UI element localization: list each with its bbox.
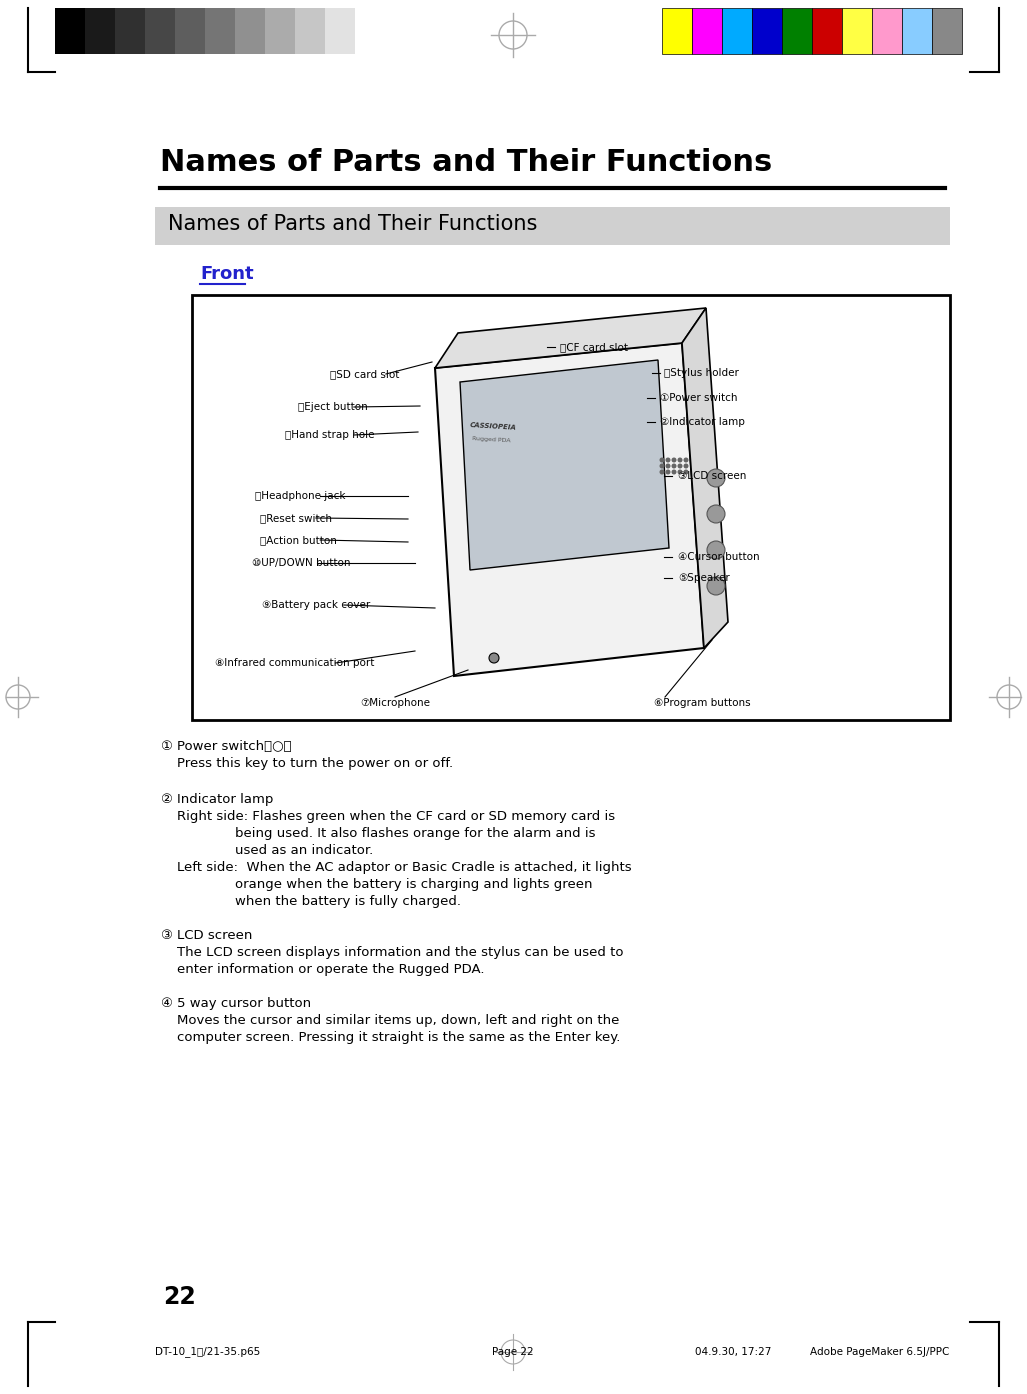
- Bar: [265, 8, 295, 54]
- Text: ⑪Action button: ⑪Action button: [260, 535, 337, 545]
- Text: ⑱Stylus holder: ⑱Stylus holder: [664, 368, 738, 378]
- Text: ④Cursor button: ④Cursor button: [678, 552, 760, 562]
- Text: CASSIOPEIA: CASSIOPEIA: [470, 422, 517, 431]
- Polygon shape: [435, 343, 703, 676]
- Text: ⑦Microphone: ⑦Microphone: [360, 698, 430, 708]
- Bar: [115, 8, 145, 54]
- Bar: [872, 8, 902, 54]
- Text: when the battery is fully charged.: when the battery is fully charged.: [235, 895, 461, 907]
- Circle shape: [684, 470, 688, 474]
- Circle shape: [707, 541, 725, 559]
- Bar: [155, 206, 950, 245]
- Polygon shape: [682, 308, 728, 648]
- Text: Page 22: Page 22: [492, 1347, 534, 1356]
- Bar: [722, 8, 752, 54]
- Text: ④: ④: [160, 997, 172, 1011]
- Circle shape: [673, 459, 676, 461]
- Bar: [812, 8, 842, 54]
- Circle shape: [667, 464, 670, 468]
- Text: Names of Parts and Their Functions: Names of Parts and Their Functions: [168, 215, 537, 234]
- Circle shape: [489, 652, 499, 664]
- Text: ⑤Speaker: ⑤Speaker: [678, 573, 730, 583]
- Circle shape: [660, 464, 663, 468]
- Text: Adobe PageMaker 6.5J/PPC: Adobe PageMaker 6.5J/PPC: [810, 1347, 949, 1356]
- Text: Press this key to turn the power on or off.: Press this key to turn the power on or o…: [177, 757, 453, 769]
- Bar: [842, 8, 872, 54]
- Text: used as an indicator.: used as an indicator.: [235, 843, 373, 857]
- Bar: [752, 8, 782, 54]
- Text: ③: ③: [160, 928, 172, 942]
- Text: LCD screen: LCD screen: [177, 928, 253, 942]
- Text: 22: 22: [163, 1285, 196, 1309]
- Text: ⑥Program buttons: ⑥Program buttons: [654, 698, 751, 708]
- Text: Moves the cursor and similar items up, down, left and right on the: Moves the cursor and similar items up, d…: [177, 1013, 619, 1027]
- Text: ①Power switch: ①Power switch: [660, 393, 737, 403]
- Circle shape: [673, 470, 676, 474]
- Circle shape: [684, 459, 688, 461]
- Bar: [85, 8, 115, 54]
- Bar: [692, 8, 722, 54]
- Circle shape: [707, 577, 725, 595]
- Circle shape: [684, 464, 688, 468]
- Text: ⑬Headphone jack: ⑬Headphone jack: [255, 491, 345, 500]
- Text: 04.9.30, 17:27: 04.9.30, 17:27: [695, 1347, 771, 1356]
- Bar: [235, 8, 265, 54]
- Circle shape: [678, 459, 682, 461]
- Text: DT-10_1章/21-35.p65: DT-10_1章/21-35.p65: [155, 1347, 260, 1358]
- Text: ⑫Reset switch: ⑫Reset switch: [260, 513, 332, 523]
- Text: Indicator lamp: Indicator lamp: [177, 793, 273, 806]
- Text: ①: ①: [160, 740, 172, 753]
- Bar: [145, 8, 175, 54]
- Bar: [175, 8, 205, 54]
- Circle shape: [660, 470, 663, 474]
- Circle shape: [707, 468, 725, 487]
- Text: Front: Front: [200, 265, 254, 283]
- Text: enter information or operate the Rugged PDA.: enter information or operate the Rugged …: [177, 963, 485, 976]
- Text: orange when the battery is charging and lights green: orange when the battery is charging and …: [235, 878, 593, 891]
- Text: ⑨Battery pack cover: ⑨Battery pack cover: [262, 599, 371, 611]
- Text: Left side:  When the AC adaptor or Basic Cradle is attached, it lights: Left side: When the AC adaptor or Basic …: [177, 861, 632, 874]
- Bar: [931, 8, 962, 54]
- Bar: [295, 8, 325, 54]
- Text: ⑮Eject button: ⑮Eject button: [298, 401, 368, 413]
- Text: ⑭Hand strap hole: ⑭Hand strap hole: [286, 429, 375, 441]
- Circle shape: [707, 505, 725, 523]
- Bar: [192, 296, 950, 719]
- Polygon shape: [435, 308, 706, 368]
- Circle shape: [660, 459, 663, 461]
- Text: ⑩UP/DOWN button: ⑩UP/DOWN button: [252, 558, 350, 567]
- Text: ⑧Infrared communication port: ⑧Infrared communication port: [215, 658, 375, 668]
- Text: ③LCD screen: ③LCD screen: [678, 471, 747, 481]
- Text: Names of Parts and Their Functions: Names of Parts and Their Functions: [160, 148, 772, 177]
- Bar: [662, 8, 692, 54]
- Circle shape: [667, 459, 670, 461]
- Text: computer screen. Pressing it straight is the same as the Enter key.: computer screen. Pressing it straight is…: [177, 1032, 620, 1044]
- Bar: [205, 8, 235, 54]
- Circle shape: [678, 464, 682, 468]
- Text: Rugged PDA: Rugged PDA: [472, 436, 510, 443]
- Bar: [782, 8, 812, 54]
- Circle shape: [667, 470, 670, 474]
- Bar: [325, 8, 355, 54]
- Text: ②Indicator lamp: ②Indicator lamp: [660, 417, 745, 427]
- Text: ⑯SD card slot: ⑯SD card slot: [330, 369, 400, 379]
- Bar: [55, 8, 85, 54]
- Text: Power switch（○）: Power switch（○）: [177, 740, 292, 753]
- Text: 5 way cursor button: 5 way cursor button: [177, 997, 311, 1011]
- Bar: [902, 8, 931, 54]
- Text: ②: ②: [160, 793, 172, 806]
- Text: being used. It also flashes orange for the alarm and is: being used. It also flashes orange for t…: [235, 827, 596, 841]
- Circle shape: [673, 464, 676, 468]
- Text: Right side: Flashes green when the CF card or SD memory card is: Right side: Flashes green when the CF ca…: [177, 810, 615, 822]
- Text: ⑰CF card slot: ⑰CF card slot: [560, 342, 627, 353]
- Text: The LCD screen displays information and the stylus can be used to: The LCD screen displays information and …: [177, 947, 623, 959]
- Polygon shape: [460, 360, 669, 570]
- Bar: [355, 8, 385, 54]
- Circle shape: [678, 470, 682, 474]
